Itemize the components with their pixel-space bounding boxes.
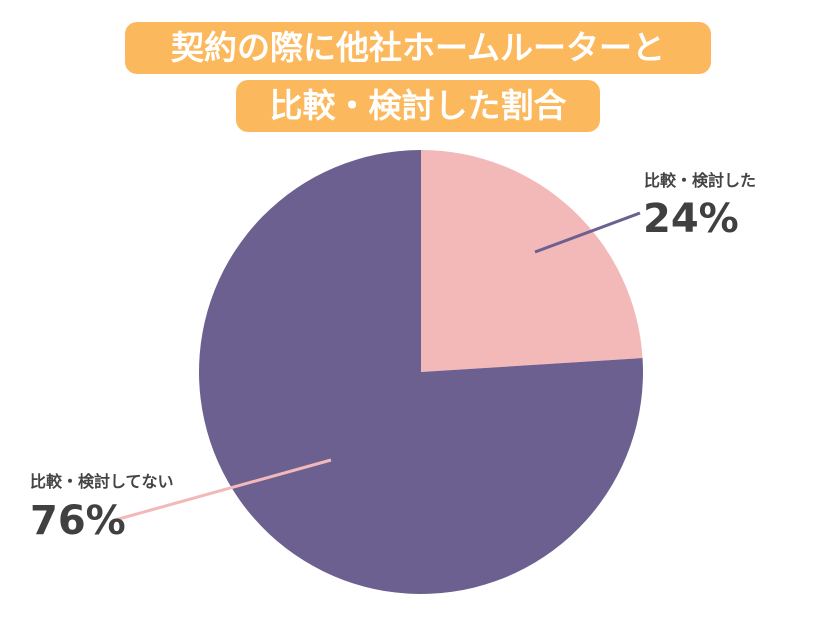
chart-title-line-2: 比較・検討した割合 — [236, 80, 600, 132]
slice-value-compared: 24% — [643, 196, 739, 242]
slice-label-not-compared: 比較・検討してない — [30, 472, 174, 491]
leader-lines — [114, 211, 641, 522]
leader-line-not-compared — [114, 458, 332, 522]
pie-slices — [199, 150, 644, 594]
slice-label-compared: 比較・検討した — [644, 171, 756, 190]
pie-slice-compared — [421, 150, 643, 372]
leader-line-compared — [534, 211, 641, 254]
slice-value-not-compared: 76% — [30, 498, 126, 544]
pie-slice-not-compared — [199, 150, 644, 594]
chart-title-line-1: 契約の際に他社ホームルーターと — [125, 22, 711, 74]
